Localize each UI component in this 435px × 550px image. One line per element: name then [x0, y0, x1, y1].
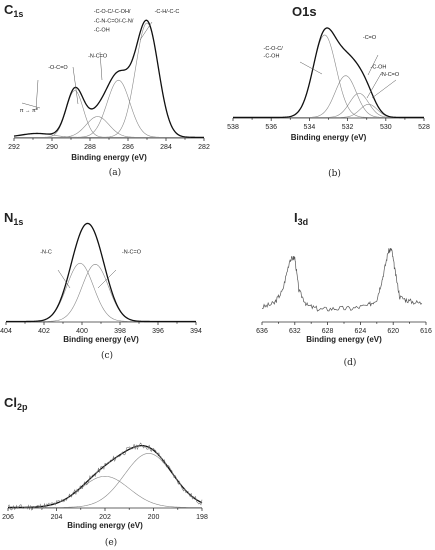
x-tick-label: 288	[84, 144, 96, 151]
x-tick-label: 396	[152, 328, 164, 335]
o1s-chart: O1s 538 536 534 532 530 528 Binding energy (eV)…	[227, 4, 430, 179]
cl2p-chart: Cl2p 206 204 202 200 198 Binding energy (eV) (e…	[2, 395, 208, 548]
peak-annotation: -C-N-C=O/-C-N/	[94, 18, 134, 24]
fit-component	[6, 262, 196, 322]
x-tick-label: 632	[289, 328, 301, 335]
x-tick-label: 394	[190, 328, 202, 335]
annotation-leader	[139, 21, 153, 41]
annotation-leader	[57, 269, 71, 289]
x-tick-label: 620	[387, 328, 399, 335]
fit-component	[233, 75, 424, 118]
panel-title-sub: 2p	[17, 402, 28, 412]
x-tick-label: 404	[0, 328, 12, 335]
panel-title: O1s	[292, 4, 317, 19]
peak-annotation: -N-C=O	[122, 249, 142, 255]
x-axis-label: Binding energy (eV)	[291, 133, 367, 142]
fit-component	[233, 92, 424, 118]
annotation-leader	[99, 51, 103, 81]
fit-envelope	[8, 444, 203, 509]
x-tick-label: 624	[355, 328, 367, 335]
fit-component	[14, 116, 204, 138]
x-tick-label: 616	[420, 328, 432, 335]
annotation-leader	[371, 79, 397, 99]
x-tick-label: 292	[8, 144, 20, 151]
peak-annotation: -C-OH	[264, 54, 280, 60]
fit-envelope	[13, 19, 204, 138]
x-tick-label: 538	[227, 124, 239, 131]
x-tick-label: 532	[342, 124, 354, 131]
raw-spectrum	[261, 248, 423, 312]
panel-title: N1s	[4, 210, 23, 227]
peak-annotation: -O-C=O	[48, 65, 68, 71]
x-tick-label: 204	[51, 514, 63, 521]
peak-annotation: -N-C=O	[88, 53, 108, 59]
x-tick-label: 286	[122, 144, 134, 151]
panel-label: (e)	[105, 537, 117, 548]
x-tick-label: 402	[38, 328, 50, 335]
raw-spectrum	[7, 442, 203, 511]
peak-annotation: -C-OH	[371, 65, 387, 71]
x-tick-label: 284	[160, 144, 172, 151]
panel-label: (c)	[101, 350, 113, 361]
peak-annotation: -N-C	[40, 249, 52, 255]
fit-component	[13, 133, 204, 138]
x-tick-label: 636	[256, 328, 268, 335]
panel-title: C1s	[4, 2, 23, 19]
peak-annotation: -C-O-C/	[264, 46, 284, 52]
panel-title: I3d	[294, 210, 308, 227]
c1s-chart: C1s 292 290 288 286 284 282 Binding energy (eV)…	[4, 2, 210, 178]
fit-envelope	[6, 222, 196, 323]
annotation-leader	[72, 66, 79, 105]
panel-label: (b)	[328, 168, 341, 179]
x-tick-label: 530	[380, 124, 392, 131]
annotation-leader	[299, 61, 323, 75]
fit-component	[14, 79, 204, 138]
x-axis-label: Binding energy (eV)	[306, 335, 382, 344]
peak-annotation: π → π*	[20, 108, 39, 114]
fit-component	[8, 475, 202, 508]
fit-component	[14, 90, 204, 138]
panel-label: (a)	[109, 167, 121, 178]
peak-annotation: -C-O-C/-C-OH/	[94, 9, 131, 15]
fit-envelope	[233, 27, 424, 119]
x-tick-label: 200	[148, 514, 160, 521]
peak-annotation: -C-OH	[94, 27, 110, 33]
annotation-leader	[367, 54, 379, 76]
annotation-leader	[21, 102, 41, 109]
x-tick-label: 400	[76, 328, 88, 335]
x-tick-label: 534	[304, 124, 316, 131]
fit-component	[14, 22, 204, 138]
peak-annotation: -C=O	[363, 35, 377, 41]
x-tick-label: 202	[99, 514, 111, 521]
fit-component	[8, 453, 203, 508]
panel-title: Cl2p	[4, 395, 28, 412]
annotation-leader	[35, 79, 39, 111]
x-axis-label: Binding energy (eV)	[63, 335, 139, 344]
x-tick-label: 290	[46, 144, 58, 151]
x-axis-label: Binding energy (eV)	[67, 521, 143, 530]
panel-title-sub: 3d	[298, 217, 309, 227]
annotation-leader	[366, 71, 383, 99]
x-tick-label: 528	[418, 124, 430, 131]
annotation-leader	[97, 269, 117, 289]
x-tick-label: 398	[114, 328, 126, 335]
fit-component	[233, 103, 424, 118]
x-tick-label: 628	[322, 328, 334, 335]
panel-label: (d)	[344, 357, 357, 368]
x-axis-label: Binding energy (eV)	[71, 153, 147, 162]
peak-annotation: -C-H/-C-C	[155, 9, 180, 15]
x-tick-label: 206	[2, 514, 14, 521]
n1s-chart: N1s 404 402 400 398 396 394 Binding energy (eV)…	[0, 210, 202, 361]
x-tick-label: 536	[265, 124, 277, 131]
fit-component	[6, 263, 196, 322]
x-tick-label: 282	[198, 144, 210, 151]
panel-title-sub: 1s	[13, 217, 23, 227]
fit-component	[233, 34, 424, 118]
x-tick-label: 198	[196, 514, 208, 521]
peak-annotation: -N-C=O	[380, 72, 400, 78]
panel-title-sub: 1s	[13, 9, 23, 19]
i3d-chart: I3d 636 632 628 624 620 616 Binding energy (eV)…	[256, 210, 432, 368]
